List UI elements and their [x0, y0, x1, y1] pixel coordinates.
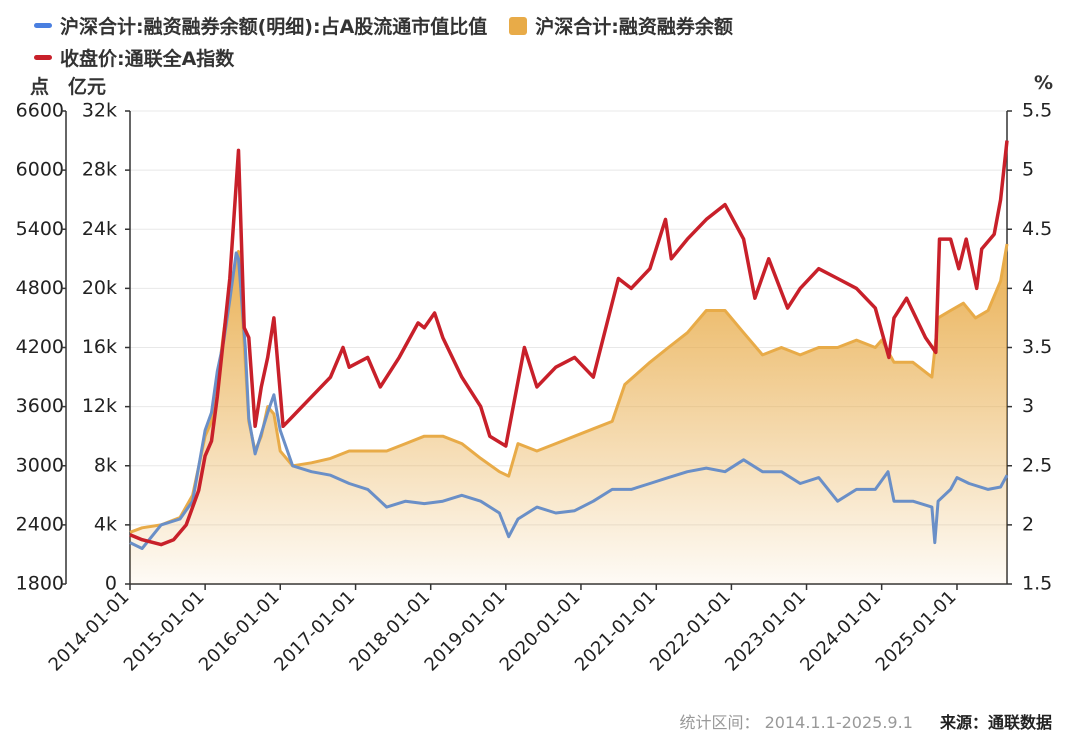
left-outer-tick-label: 6600 — [16, 100, 64, 122]
legend-item-balance[interactable]: 沪深合计:融资融券余额 — [509, 12, 733, 39]
x-tick-label: 2025-01-01 — [872, 587, 961, 676]
left-inner-tick-label: 0 — [105, 573, 117, 595]
left-outer-tick-label: 4200 — [16, 336, 64, 358]
legend-label-ratio: 沪深合计:融资融券余额(明细):占A股流通市值比值 — [60, 16, 488, 38]
legend-row-1: 沪深合计:融资融券余额(明细):占A股流通市值比值 沪深合计:融资融券余额 — [34, 12, 755, 39]
left-inner-tick-label: 24k — [82, 218, 117, 240]
right-tick-label: 3 — [1022, 395, 1034, 417]
legend-item-index[interactable]: 收盘价:通联全A指数 — [34, 44, 234, 71]
right-axis-title: % — [1034, 72, 1054, 94]
left-outer-tick-label: 3600 — [16, 395, 64, 417]
right-tick-label: 4 — [1022, 277, 1034, 299]
left-inner-tick-label: 12k — [82, 395, 117, 417]
ratio-line — [129, 251, 1009, 550]
legend-swatch-index — [34, 55, 52, 60]
left-outer-axis-title: 点 — [30, 76, 50, 98]
left-outer-tick-label: 3000 — [16, 454, 64, 476]
right-tick-label: 4.5 — [1022, 218, 1052, 240]
right-tick-label: 5.5 — [1022, 100, 1052, 122]
footer-source: 来源：通联数据 — [939, 713, 1052, 732]
left-outer-tick-label: 1800 — [16, 573, 64, 595]
left-outer-tick-label: 4800 — [16, 277, 64, 299]
legend-row-2: 收盘价:通联全A指数 — [34, 44, 256, 71]
footer-range: 统计区间： 2014.1.1-2025.9.1 — [679, 713, 913, 732]
left-outer-tick-label: 2400 — [16, 513, 64, 535]
left-inner-tick-label: 28k — [82, 159, 117, 181]
left-inner-tick-label: 16k — [82, 336, 117, 358]
right-tick-label: 5 — [1022, 159, 1034, 181]
left-inner-tick-label: 32k — [82, 100, 117, 122]
left-inner-axis-title: 亿元 — [68, 76, 107, 98]
legend-label-balance: 沪深合计:融资融券余额 — [535, 16, 733, 38]
legend-swatch-balance — [509, 16, 528, 35]
index-line — [129, 140, 1009, 547]
balance-area — [130, 244, 1007, 584]
legend-swatch-ratio — [34, 23, 52, 28]
right-tick-label: 2.5 — [1022, 454, 1052, 476]
legend-label-index: 收盘价:通联全A指数 — [60, 48, 235, 70]
left-outer-tick-label: 5400 — [16, 218, 64, 240]
right-tick-label: 1.5 — [1022, 573, 1052, 595]
left-inner-tick-label: 20k — [82, 277, 117, 299]
footer: 统计区间： 2014.1.1-2025.9.1 来源：通联数据 — [680, 709, 1052, 733]
right-tick-label: 2 — [1022, 513, 1034, 535]
legend-item-ratio[interactable]: 沪深合计:融资融券余额(明细):占A股流通市值比值 — [34, 12, 487, 39]
left-inner-tick-label: 8k — [94, 454, 117, 476]
left-inner-tick-label: 4k — [94, 513, 117, 535]
right-tick-label: 3.5 — [1022, 336, 1052, 358]
left-outer-tick-label: 6000 — [16, 159, 64, 181]
